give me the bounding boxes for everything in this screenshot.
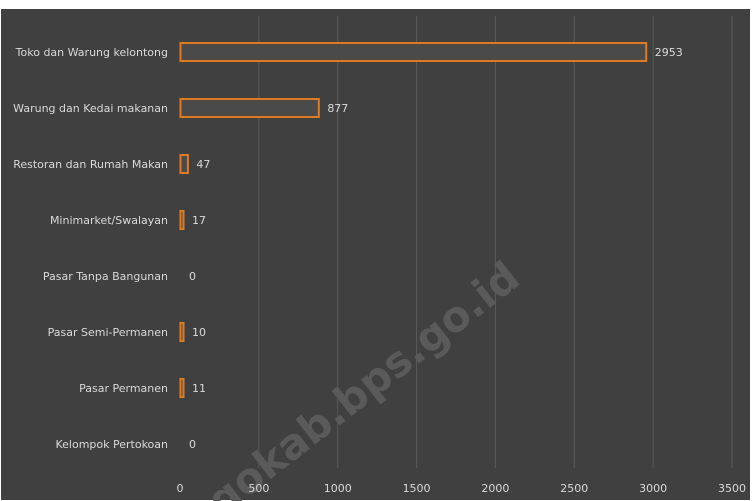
value-label: 11	[192, 382, 206, 395]
x-tick-label: 3000	[639, 482, 667, 495]
value-label: 47	[196, 158, 210, 171]
value-label: 2953	[655, 46, 683, 59]
bar	[179, 98, 320, 118]
x-tick-label: 1500	[403, 482, 431, 495]
x-tick-label: 1000	[324, 482, 352, 495]
category-label: Kelompok Pertokoan	[55, 438, 168, 451]
x-tick-label: 3500	[718, 482, 746, 495]
category-label: Minimarket/Swalayan	[50, 214, 168, 227]
bar	[179, 210, 185, 230]
value-label: 0	[189, 270, 196, 283]
category-label: Restoran dan Rumah Makan	[13, 158, 168, 171]
watermark-text: gokab.bps.go.id	[198, 252, 529, 501]
category-label: Warung dan Kedai makanan	[13, 102, 168, 115]
category-label: Pasar Tanpa Bangunan	[43, 270, 168, 283]
x-tick-label: 500	[248, 482, 269, 495]
bar	[179, 42, 648, 62]
x-tick-label: 2000	[481, 482, 509, 495]
value-label: 877	[327, 102, 348, 115]
value-label: 0	[189, 438, 196, 451]
value-label: 17	[192, 214, 206, 227]
x-tick-label: 0	[177, 482, 184, 495]
chart-panel	[1, 9, 750, 500]
category-label: Toko dan Warung kelontong	[15, 46, 168, 59]
bar	[179, 154, 189, 174]
bar	[179, 378, 185, 398]
category-label: Pasar Permanen	[79, 382, 168, 395]
value-label: 10	[192, 326, 206, 339]
x-tick-label: 2500	[560, 482, 588, 495]
category-label: Pasar Semi-Permanen	[48, 326, 168, 339]
bar	[179, 322, 185, 342]
